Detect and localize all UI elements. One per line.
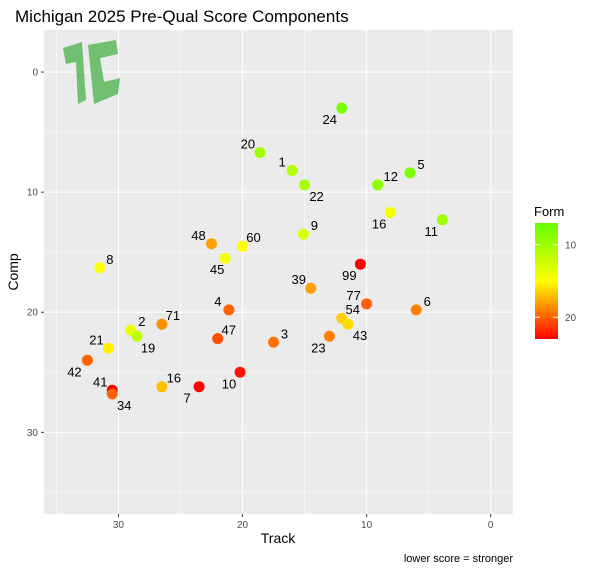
logo-left-shape — [63, 42, 86, 104]
data-point — [206, 238, 217, 250]
data-point-label: 2 — [138, 314, 145, 329]
data-point — [156, 381, 168, 393]
data-point-label: 34 — [117, 398, 131, 413]
y-axis-title: Comp — [5, 253, 21, 291]
data-point-label: 11 — [425, 224, 439, 239]
data-point-label: 10 — [222, 376, 236, 391]
data-point-label: 24 — [323, 112, 337, 127]
data-point — [286, 165, 298, 177]
data-point-label: 21 — [89, 332, 103, 347]
legend-tick-label: 10 — [565, 240, 577, 251]
data-point-label: 48 — [191, 228, 205, 243]
data-point-label: 39 — [292, 272, 306, 287]
data-point — [237, 240, 249, 252]
data-point — [234, 366, 246, 378]
legend-colorbar — [535, 223, 558, 339]
data-point — [223, 304, 235, 316]
logo — [63, 40, 120, 104]
x-tick-label: 10 — [361, 520, 373, 531]
data-point — [131, 330, 143, 342]
data-point-label: 43 — [353, 328, 367, 343]
data-point — [156, 318, 168, 330]
legend-tick-label: 20 — [565, 313, 577, 324]
data-point-label: 71 — [166, 308, 180, 323]
grid-lines — [44, 30, 513, 514]
data-point-label: 5 — [417, 157, 424, 172]
data-point-label: 54 — [346, 302, 360, 317]
y-tick-label: 0 — [32, 68, 38, 79]
data-point — [193, 381, 205, 393]
data-point — [81, 354, 93, 366]
data-point — [268, 336, 280, 348]
data-point — [297, 228, 309, 240]
data-point-label: 4 — [214, 294, 221, 309]
data-point — [219, 252, 231, 264]
data-point-label: 16 — [372, 217, 386, 232]
legend-ticks: 10 20 — [535, 240, 577, 324]
chart-title: Michigan 2025 Pre-Qual Score Components — [15, 7, 349, 26]
data-point — [94, 262, 106, 274]
data-point-label: 3 — [281, 326, 288, 341]
data-point — [254, 147, 266, 159]
data-point-label: 77 — [346, 288, 360, 303]
data-point-label: 8 — [106, 252, 113, 267]
x-tick-label: 30 — [113, 520, 125, 531]
data-point-label: 12 — [384, 169, 398, 184]
chart-caption: lower score = stronger — [404, 553, 513, 565]
data-point-label: 47 — [221, 323, 235, 338]
data-point — [384, 207, 396, 219]
y-tick-label: 10 — [27, 188, 39, 199]
data-point — [103, 342, 115, 354]
data-point-label: 16 — [167, 371, 181, 386]
data-point-label: 42 — [67, 364, 81, 379]
data-point-label: 41 — [93, 374, 107, 389]
data-point-label: 6 — [424, 294, 431, 309]
data-point-label: 7 — [183, 391, 190, 406]
data-point — [404, 167, 416, 179]
data-point-label: 45 — [210, 262, 224, 277]
data-point-label: 1 — [279, 155, 286, 170]
legend-title: Form — [534, 204, 564, 219]
plot-panel — [44, 30, 513, 514]
data-point — [305, 282, 317, 294]
data-point — [354, 258, 366, 270]
data-point — [342, 318, 354, 330]
logo-right-shape — [88, 40, 120, 104]
legend: Form 10 20 — [534, 204, 577, 339]
data-points — [81, 102, 448, 400]
data-point — [372, 179, 384, 191]
data-point-label: 99 — [342, 268, 356, 283]
data-point — [212, 333, 224, 345]
data-point — [106, 388, 118, 400]
data-point-label: 20 — [241, 137, 255, 152]
y-tick-label: 20 — [27, 308, 39, 319]
y-axis: 0 10 20 30 — [27, 68, 44, 439]
x-tick-label: 20 — [237, 520, 249, 531]
data-point-label: 9 — [311, 218, 318, 233]
x-axis: 30 20 10 0 — [113, 514, 494, 531]
x-axis-title: Track — [261, 530, 296, 546]
data-point-label: 60 — [246, 230, 260, 245]
data-point-label: 19 — [141, 340, 155, 355]
x-tick-label: 0 — [488, 520, 494, 531]
y-tick-label: 30 — [27, 428, 39, 439]
data-point — [299, 179, 311, 191]
data-point — [323, 330, 335, 342]
data-point — [336, 102, 348, 114]
data-point — [436, 214, 448, 226]
data-point — [361, 298, 373, 310]
data-point-label: 22 — [309, 189, 323, 204]
data-point — [410, 304, 422, 316]
data-point-label: 23 — [311, 340, 325, 355]
